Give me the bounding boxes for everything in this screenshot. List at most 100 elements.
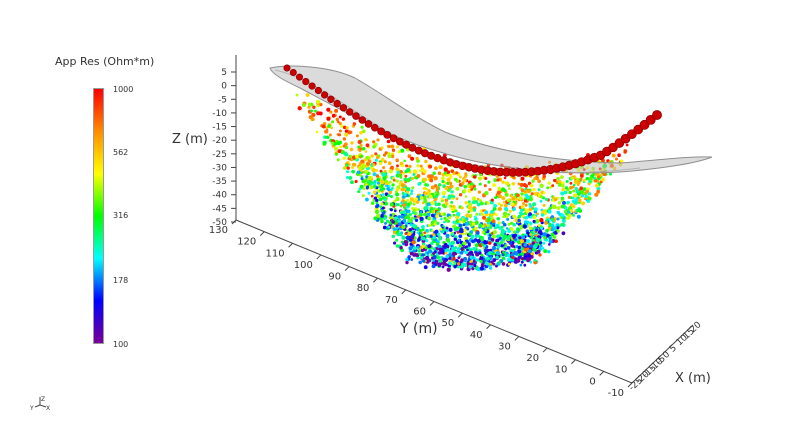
- data-point: [517, 215, 521, 219]
- data-point: [463, 241, 467, 245]
- data-point: [432, 236, 436, 240]
- data-point: [514, 238, 518, 242]
- data-point: [407, 209, 411, 213]
- data-point: [423, 177, 427, 182]
- z-tick-label: -25: [212, 150, 227, 160]
- data-point: [507, 253, 511, 257]
- data-point: [569, 196, 573, 199]
- data-point: [414, 197, 419, 201]
- data-point: [409, 192, 413, 196]
- data-point: [343, 125, 347, 130]
- electrode-marker: [652, 110, 662, 120]
- electrode-marker: [352, 112, 360, 120]
- data-point: [556, 229, 560, 233]
- data-point: [553, 225, 558, 230]
- data-point: [470, 262, 473, 266]
- data-point: [529, 260, 533, 264]
- data-point: [502, 201, 506, 204]
- data-point: [504, 181, 508, 185]
- data-point: [492, 258, 497, 262]
- data-point: [565, 180, 569, 183]
- data-point: [460, 206, 464, 210]
- data-point: [399, 204, 403, 208]
- data-point: [396, 170, 401, 175]
- data-point: [423, 195, 427, 199]
- data-point: [431, 229, 434, 233]
- data-point: [435, 214, 439, 218]
- data-point: [408, 246, 413, 251]
- data-point: [528, 203, 531, 206]
- data-point: [541, 247, 545, 250]
- data-point: [537, 224, 541, 228]
- data-point: [487, 241, 492, 245]
- data-point: [527, 249, 532, 254]
- data-point: [554, 239, 558, 243]
- data-point: [443, 243, 448, 247]
- data-point: [389, 208, 393, 212]
- data-point: [439, 251, 443, 255]
- data-point: [375, 158, 378, 162]
- data-point: [489, 266, 493, 270]
- data-point: [446, 170, 451, 175]
- y-tick-mark: [259, 231, 265, 236]
- x-tick-label: 0: [661, 350, 672, 361]
- data-point: [396, 230, 400, 234]
- z-tick-label: -15: [212, 123, 227, 133]
- data-point: [536, 249, 541, 254]
- data-point: [434, 197, 438, 201]
- data-point: [395, 190, 398, 194]
- data-point: [542, 232, 547, 237]
- data-point: [449, 184, 453, 189]
- electrode-marker: [283, 64, 291, 72]
- data-point: [558, 183, 562, 187]
- data-point: [401, 225, 406, 229]
- data-point: [308, 102, 312, 107]
- data-point: [437, 183, 442, 187]
- x-tick-label: 5: [668, 343, 679, 354]
- data-point: [332, 113, 336, 118]
- data-point: [472, 207, 476, 211]
- data-point: [295, 93, 299, 97]
- data-point: [430, 241, 434, 246]
- data-point: [382, 225, 387, 230]
- data-point: [467, 205, 472, 210]
- data-point: [372, 190, 377, 194]
- data-point: [463, 185, 468, 189]
- data-point: [620, 159, 624, 163]
- data-point: [444, 198, 448, 202]
- data-point: [370, 154, 374, 158]
- data-point: [473, 238, 478, 242]
- data-point: [515, 197, 519, 201]
- data-point: [523, 199, 528, 203]
- data-point: [503, 223, 507, 227]
- data-point: [529, 205, 533, 209]
- data-point: [408, 164, 412, 169]
- data-point: [519, 239, 525, 244]
- data-point: [550, 223, 555, 228]
- data-point: [330, 126, 334, 130]
- data-point: [403, 159, 407, 163]
- data-point: [499, 241, 504, 245]
- data-point: [395, 158, 399, 162]
- data-point: [380, 157, 385, 162]
- data-point: [469, 208, 474, 213]
- data-point: [479, 266, 484, 271]
- data-point: [456, 212, 461, 217]
- data-point: [338, 115, 342, 119]
- data-point: [360, 125, 364, 129]
- data-point: [440, 212, 444, 216]
- data-point: [496, 178, 500, 182]
- data-point: [519, 263, 523, 267]
- data-point: [426, 191, 430, 194]
- data-point: [475, 212, 479, 216]
- data-point: [388, 190, 392, 195]
- data-point: [568, 190, 572, 195]
- data-point: [425, 239, 429, 243]
- data-point: [362, 147, 366, 151]
- data-point: [334, 152, 338, 156]
- data-point: [333, 146, 338, 151]
- data-point: [488, 188, 492, 191]
- data-point: [422, 169, 427, 174]
